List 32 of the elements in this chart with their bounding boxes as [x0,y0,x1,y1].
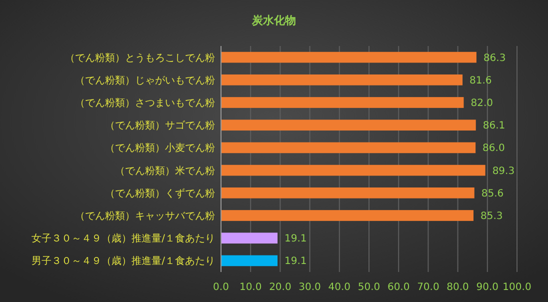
chart-title: 炭水化物 [251,14,296,27]
y-tick-label: （でん粉類）米でん粉 [115,164,215,177]
data-label: 85.3 [480,211,503,222]
x-tick-label: 0.0 [213,282,229,293]
data-label: 82.0 [470,98,493,109]
x-tick-label: 60.0 [387,282,410,293]
data-label: 86.0 [482,143,505,154]
y-tick-label: （でん粉類）とうもろこしでん粉 [65,52,215,64]
data-label: 86.1 [482,120,506,132]
x-tick-label: 40.0 [328,282,351,293]
data-label: 85.6 [481,188,504,200]
data-label: 19.1 [284,234,307,245]
x-tick-label: 90.0 [476,282,499,293]
x-tick-label: 70.0 [417,282,440,293]
y-tick-label: （でん粉類）キャッサバでん粉 [75,210,215,222]
data-label: 86.3 [483,52,506,64]
y-tick-label: （でん粉類）さつまいもでん粉 [75,97,215,109]
data-label: 19.1 [284,256,307,268]
y-tick-label: 男子３０～４９（歳）推進量/１食あたり [32,255,215,268]
x-tick-label: 10.0 [239,282,262,293]
y-tick-label: （でん粉類）じゃがいもでん粉 [75,74,215,86]
x-tick-label: 100.0 [502,282,532,293]
x-tick-label: 80.0 [446,282,469,293]
y-tick-label: （でん粉類）小麦でん粉 [105,142,215,154]
x-tick-label: 50.0 [358,282,380,293]
y-tick-label: 女子３０～４９（歳）推進量/１食あたり [32,232,215,245]
data-label: 89.3 [492,166,515,177]
y-tick-label: （でん粉類）くずでん粉 [105,187,215,200]
y-tick-label: （でん粉類）サゴでん粉 [105,120,215,132]
x-tick-label: 20.0 [269,282,292,293]
x-tick-label: 30.0 [298,282,321,293]
data-label: 81.6 [470,75,492,86]
